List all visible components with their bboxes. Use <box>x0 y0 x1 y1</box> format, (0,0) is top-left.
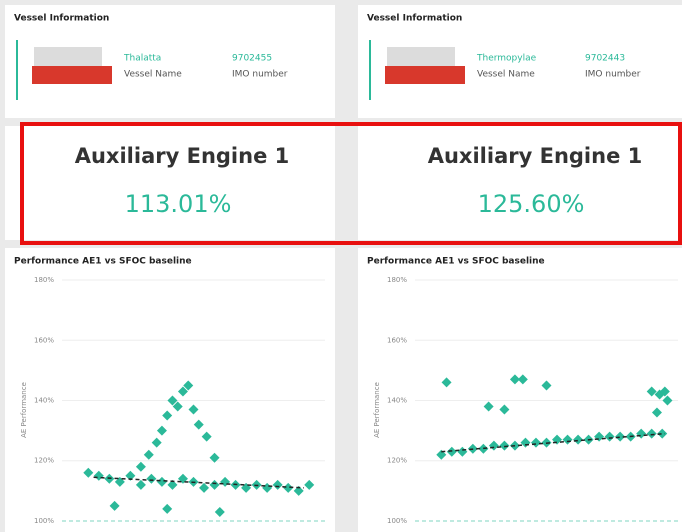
data-point <box>167 395 178 406</box>
data-point <box>188 404 199 415</box>
data-point <box>143 449 154 460</box>
data-point <box>162 503 173 514</box>
data-point <box>125 470 136 481</box>
data-point <box>109 500 120 511</box>
data-point <box>156 476 167 487</box>
card-title: Vessel Information <box>14 14 109 24</box>
ship-hull <box>385 66 465 84</box>
kpi-value: 113.01% <box>125 190 232 218</box>
data-point <box>646 386 657 397</box>
y-axis-label: AE Performance <box>373 382 381 438</box>
data-point <box>541 380 552 391</box>
data-point <box>201 431 212 442</box>
data-point <box>272 479 283 490</box>
kpi-title: Auxiliary Engine 1 <box>75 144 290 168</box>
data-point <box>499 440 510 451</box>
y-tick-label: 180% <box>34 276 54 284</box>
trend-line <box>93 476 304 489</box>
ship-hull <box>32 66 112 84</box>
vessel-name: Thalatta <box>123 54 161 64</box>
data-point <box>483 401 494 412</box>
data-point <box>83 467 94 478</box>
data-point <box>604 431 615 442</box>
data-point <box>177 386 188 397</box>
data-point <box>193 419 204 430</box>
data-point <box>167 479 178 490</box>
data-point <box>573 434 584 445</box>
ship-deck <box>387 47 455 67</box>
data-point <box>659 386 670 397</box>
data-point <box>646 428 657 439</box>
highlight-box <box>20 122 682 245</box>
data-point <box>162 410 173 421</box>
chart-card <box>358 248 682 532</box>
data-point <box>209 479 220 490</box>
y-tick-label: 160% <box>387 336 407 344</box>
ship-deck <box>34 47 102 67</box>
data-point <box>530 437 541 448</box>
vessel-name-label: Vessel Name <box>477 70 535 80</box>
data-point <box>657 428 668 439</box>
data-point <box>209 452 220 463</box>
y-tick-label: 140% <box>34 397 54 405</box>
data-point <box>172 401 183 412</box>
kpi-card <box>358 126 682 240</box>
data-point <box>214 506 225 517</box>
data-point <box>509 374 520 385</box>
kpi-title: Auxiliary Engine 1 <box>428 144 643 168</box>
data-point <box>151 437 162 448</box>
data-point <box>146 473 157 484</box>
y-tick-label: 160% <box>34 336 54 344</box>
trend-line <box>441 432 665 453</box>
accent-bar <box>16 40 18 100</box>
layer: Vessel Information Thalatta Vessel Name 970… <box>5 5 682 532</box>
y-tick-label: 140% <box>387 397 407 405</box>
vessel-name: Thermopylae <box>476 54 537 64</box>
y-tick-label: 180% <box>387 276 407 284</box>
imo-label: IMO number <box>232 70 288 80</box>
accent-bar <box>369 40 371 100</box>
data-point <box>283 482 294 493</box>
kpi-card <box>5 126 335 240</box>
data-point <box>517 374 528 385</box>
imo-label: IMO number <box>585 70 641 80</box>
data-point <box>499 404 510 415</box>
data-point <box>199 482 210 493</box>
data-point <box>615 431 626 442</box>
y-tick-label: 100% <box>387 517 407 525</box>
y-tick-label: 120% <box>387 457 407 465</box>
y-tick-label: 120% <box>34 457 54 465</box>
data-point <box>441 377 452 388</box>
data-point <box>446 446 457 457</box>
data-point <box>651 407 662 418</box>
data-point <box>183 380 194 391</box>
kpi-value: 125.60% <box>478 190 585 218</box>
imo-number: 9702443 <box>585 54 625 64</box>
data-point <box>156 425 167 436</box>
data-point <box>135 461 146 472</box>
y-tick-label: 100% <box>34 517 54 525</box>
chart-title: Performance AE1 vs SFOC baseline <box>367 257 545 267</box>
vessel-name-label: Vessel Name <box>124 70 182 80</box>
data-point <box>304 479 315 490</box>
y-axis-label: AE Performance <box>20 382 28 438</box>
data-point <box>562 434 573 445</box>
imo-number: 9702455 <box>232 54 272 64</box>
data-point <box>662 395 673 406</box>
data-point <box>293 485 304 496</box>
chart-title: Performance AE1 vs SFOC baseline <box>14 257 192 267</box>
data-point <box>135 479 146 490</box>
card-title: Vessel Information <box>367 14 462 24</box>
